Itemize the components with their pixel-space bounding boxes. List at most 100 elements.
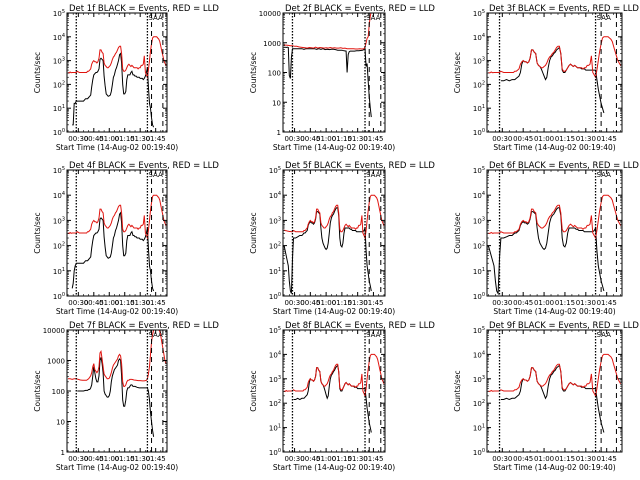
saa-marker-label: SAA (148, 171, 163, 179)
x-tick-label: 01:15 (555, 299, 575, 307)
y-tick-label: 100 (473, 128, 485, 137)
x-tick-label: 01:30 (348, 299, 368, 307)
y-tick-label: 101 (269, 424, 281, 433)
x-tick-label: 00:30 (492, 455, 512, 463)
y-tick-label: 103 (53, 57, 65, 66)
events-series-line (77, 357, 155, 437)
lld-series-line (67, 36, 167, 80)
panel-det-5: SAA 100 101 102 103 104 105 00:3000:4501:0001:1… (249, 161, 435, 316)
x-tick-label: 00:30 (68, 455, 88, 463)
x-axis-label: Start Time (14-Aug-02 00:19:40) (493, 463, 615, 472)
x-tick-label: 00:45 (84, 299, 104, 307)
y-tick-label: 100 (473, 292, 485, 301)
x-tick-label: 01:15 (332, 135, 352, 143)
y-axis-label: Counts/sec (249, 212, 258, 253)
events-series-line (284, 46, 372, 118)
events-series-line (500, 364, 605, 433)
x-tick-label: 01:00 (99, 135, 119, 143)
x-tick-label: 01:00 (534, 135, 554, 143)
x-tick-label: 01:15 (555, 455, 575, 463)
y-tick-label: 1 (61, 449, 65, 457)
y-axis-label: Counts/sec (453, 52, 462, 93)
events-series-line (500, 46, 605, 114)
x-tick-label: 00:30 (68, 135, 88, 143)
y-axis-label: Counts/sec (249, 52, 258, 93)
x-tick-label: 01:00 (316, 299, 336, 307)
y-tick-label: 101 (473, 424, 485, 433)
y-tick-label: 104 (473, 33, 485, 42)
saa-marker-label: SAA (366, 171, 381, 179)
x-tick-label: 01:15 (115, 455, 135, 463)
panel-det-2: SAA11010010001000000:3000:4501:0001:1501… (249, 4, 435, 152)
x-axis-label: Start Time (14-Aug-02 00:19:40) (273, 307, 395, 316)
y-axis-label: Counts/sec (249, 370, 258, 411)
events-series-line (283, 207, 372, 294)
y-tick-label: 105 (53, 9, 65, 18)
x-tick-label: 01:45 (146, 135, 166, 143)
y-tick-label: 105 (473, 9, 485, 18)
y-axis-label: Counts/sec (33, 370, 42, 411)
y-tick-label: 102 (269, 399, 281, 408)
y-tick-label: 104 (269, 350, 281, 359)
x-tick-label: 00:30 (492, 299, 512, 307)
x-tick-label: 00:30 (284, 299, 304, 307)
x-tick-label: 01:45 (146, 299, 166, 307)
x-tick-label: 00:45 (513, 455, 533, 463)
y-tick-label: 102 (473, 242, 485, 251)
x-tick-label: 00:45 (300, 135, 320, 143)
x-tick-label: 00:45 (300, 299, 320, 307)
lld-series-line (68, 330, 167, 387)
panel-det-8: SAA 100 101 102 103 104 105 00:3000:4501:0001:1… (249, 321, 435, 472)
panel-det-4: SAA 100 101 102 103 104 105 00:3000:4501:0001:1… (33, 161, 219, 316)
panel-title: Det 2f BLACK = Events, RED = LLD (285, 4, 435, 14)
events-series-line (72, 52, 155, 128)
y-tick-label: 100 (52, 388, 65, 396)
y-tick-label: 105 (473, 166, 485, 175)
y-tick-label: 100 (53, 292, 65, 301)
panel-title: Det 7f BLACK = Events, RED = LLD (69, 321, 219, 331)
y-tick-label: 103 (473, 375, 485, 384)
plot-frame (486, 12, 623, 133)
y-tick-label: 102 (53, 242, 65, 251)
x-tick-label: 00:30 (68, 299, 88, 307)
saa-marker-label: SAA (148, 14, 163, 22)
y-tick-label: 100 (269, 448, 281, 457)
x-tick-label: 00:45 (513, 135, 533, 143)
lld-series-line (488, 36, 622, 79)
x-axis-label: Start Time (14-Aug-02 00:19:40) (56, 463, 178, 472)
y-tick-label: 105 (269, 166, 281, 175)
x-tick-label: 01:45 (597, 455, 617, 463)
x-tick-label: 01:30 (576, 135, 596, 143)
y-tick-label: 1000 (263, 40, 281, 48)
x-axis-label: Start Time (14-Aug-02 00:19:40) (273, 463, 395, 472)
x-tick-label: 01:30 (130, 299, 150, 307)
y-tick-label: 101 (473, 104, 485, 113)
saa-marker-label: SAA (366, 14, 381, 22)
saa-marker-label: SAA (597, 14, 612, 22)
plot-frame (66, 169, 168, 297)
y-tick-label: 10 (56, 419, 65, 427)
x-tick-label: 01:30 (130, 135, 150, 143)
x-tick-label: 01:15 (115, 299, 135, 307)
x-tick-label: 01:00 (534, 299, 554, 307)
y-tick-label: 104 (473, 191, 485, 200)
y-tick-label: 10000 (43, 327, 65, 335)
lld-series-line (67, 194, 167, 240)
x-tick-label: 01:15 (332, 299, 352, 307)
x-tick-label: 01:30 (576, 299, 596, 307)
y-axis-label: Counts/sec (33, 212, 42, 253)
y-tick-label: 1 (277, 129, 281, 137)
x-tick-label: 01:30 (576, 455, 596, 463)
x-tick-label: 01:00 (99, 299, 119, 307)
y-axis-label: Counts/sec (453, 370, 462, 411)
y-tick-label: 103 (473, 57, 485, 66)
y-tick-label: 101 (53, 104, 65, 113)
panel-title: Det 5f BLACK = Events, RED = LLD (285, 161, 435, 171)
saa-marker-label: SAA (148, 331, 163, 339)
x-tick-label: 00:45 (513, 299, 533, 307)
events-series-line (293, 364, 372, 433)
y-tick-label: 100 (268, 70, 281, 78)
panel-title: Det 9f BLACK = Events, RED = LLD (489, 321, 639, 331)
saa-marker-label: SAA (366, 331, 381, 339)
